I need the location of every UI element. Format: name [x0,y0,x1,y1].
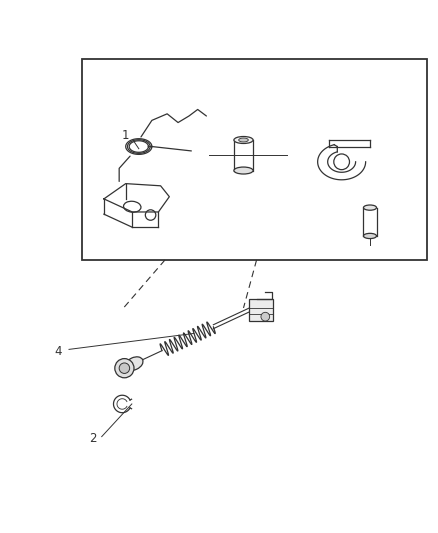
Ellipse shape [363,205,376,210]
Text: 1: 1 [122,129,129,142]
Ellipse shape [233,136,253,143]
Circle shape [333,154,349,169]
Ellipse shape [238,138,248,142]
Ellipse shape [233,167,253,174]
Text: 2: 2 [89,432,96,445]
Bar [82,59,426,260]
Ellipse shape [363,233,376,239]
Text: 4: 4 [54,345,62,358]
Circle shape [115,359,134,378]
Ellipse shape [125,357,143,370]
Circle shape [260,312,269,321]
Bar [248,299,272,321]
Circle shape [119,363,129,374]
